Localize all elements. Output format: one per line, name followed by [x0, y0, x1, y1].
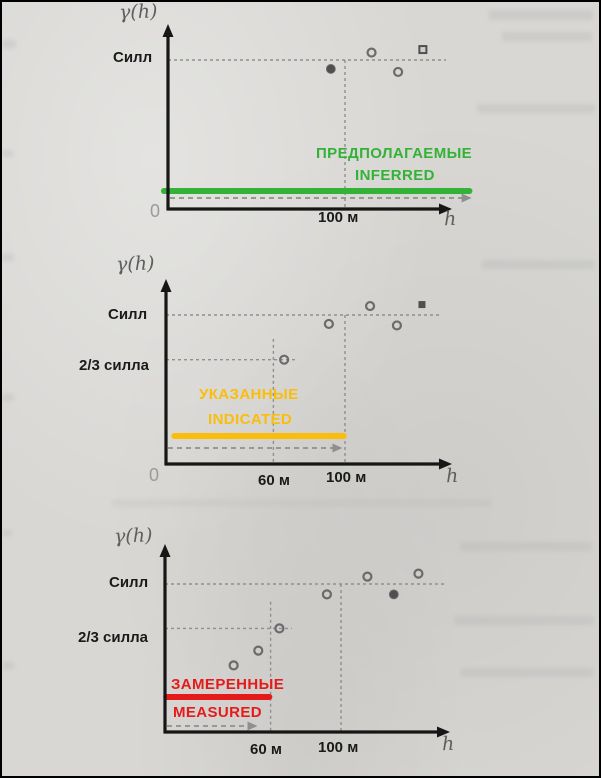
category-label-en-indicated: INDICATED	[208, 411, 293, 428]
scan-bleed-artifact	[482, 260, 594, 269]
category-label-ru-inferred: ПРЕДПОЛАГАЕМЫЕ	[316, 145, 473, 162]
range-arrow-icon	[332, 443, 343, 453]
x-axis-arrow-icon	[439, 458, 452, 470]
range-arrow-icon	[247, 721, 258, 731]
y-axis-arrow-icon	[159, 544, 171, 557]
scan-bleed-artifact	[2, 662, 14, 669]
scan-bleed-artifact	[2, 150, 13, 157]
tick-label-100m: 100 м	[318, 209, 359, 226]
tick-label-60m: 60 м	[258, 472, 290, 489]
data-point	[366, 47, 377, 58]
classification-bar-inferred	[160, 188, 473, 194]
data-point	[279, 354, 290, 365]
data-point	[418, 301, 426, 309]
category-label-ru-measured: ЗАМЕРЕННЫЕ	[171, 676, 285, 693]
sill-label: Силл	[109, 574, 149, 591]
scan-bleed-artifact	[2, 394, 14, 401]
data-point	[388, 589, 399, 600]
category-label-ru-indicated: УКАЗАННЫЕ	[199, 386, 299, 403]
gamma-h-axis-label: γ(h)	[118, 0, 158, 24]
scan-bleed-artifact	[2, 40, 16, 48]
data-point	[418, 45, 428, 55]
data-point	[364, 300, 376, 312]
scan-bleed-artifact	[477, 104, 595, 113]
chart-inferred	[160, 24, 473, 215]
data-point	[391, 320, 403, 331]
origin-zero-label: 0	[149, 465, 160, 485]
gamma-h-axis-label: γ(h)	[115, 252, 155, 276]
data-point	[274, 623, 285, 634]
scan-bleed-artifact	[112, 499, 492, 507]
h-axis-label: h	[443, 207, 457, 231]
scan-bleed-artifact	[2, 530, 12, 536]
two-thirds-sill-label: 2/3 силла	[78, 629, 148, 646]
scan-bleed-artifact	[502, 32, 592, 41]
category-label-en-inferred: INFERRED	[355, 167, 435, 184]
data-point	[228, 660, 239, 671]
data-point	[321, 589, 333, 600]
chart-measured	[159, 544, 450, 738]
data-point	[413, 568, 424, 579]
data-point	[362, 571, 373, 582]
range-arrow-icon	[461, 193, 472, 203]
scan-bleed-artifact	[460, 542, 592, 551]
tick-label-100m: 100 м	[326, 469, 367, 486]
chart-indicated	[160, 279, 452, 470]
sill-label: Силл	[113, 49, 153, 66]
scan-bleed-artifact	[454, 616, 594, 625]
h-axis-label: h	[441, 732, 455, 756]
classification-bar-indicated	[171, 433, 347, 439]
data-point	[325, 64, 336, 74]
data-point	[323, 318, 334, 330]
classification-bar-measured	[163, 694, 273, 700]
sill-label: Силл	[108, 306, 148, 323]
data-point	[393, 66, 404, 78]
scan-bleed-artifact	[460, 668, 594, 677]
h-axis-label: h	[445, 464, 459, 488]
origin-zero-label: 0	[150, 201, 161, 221]
data-point	[253, 645, 264, 656]
y-axis-arrow-icon	[160, 279, 172, 292]
gamma-h-axis-label: γ(h)	[113, 524, 153, 548]
two-thirds-sill-label: 2/3 силла	[79, 357, 149, 374]
scan-bleed-artifact	[489, 10, 593, 20]
x-axis-arrow-icon	[439, 203, 452, 215]
x-axis-arrow-icon	[437, 726, 450, 738]
scan-bleed-artifact	[2, 254, 14, 261]
tick-label-60m: 60 м	[250, 741, 282, 758]
category-label-en-measured: MEASURED	[173, 704, 263, 721]
y-axis-arrow-icon	[162, 24, 174, 37]
tick-label-100m: 100 м	[318, 739, 359, 756]
